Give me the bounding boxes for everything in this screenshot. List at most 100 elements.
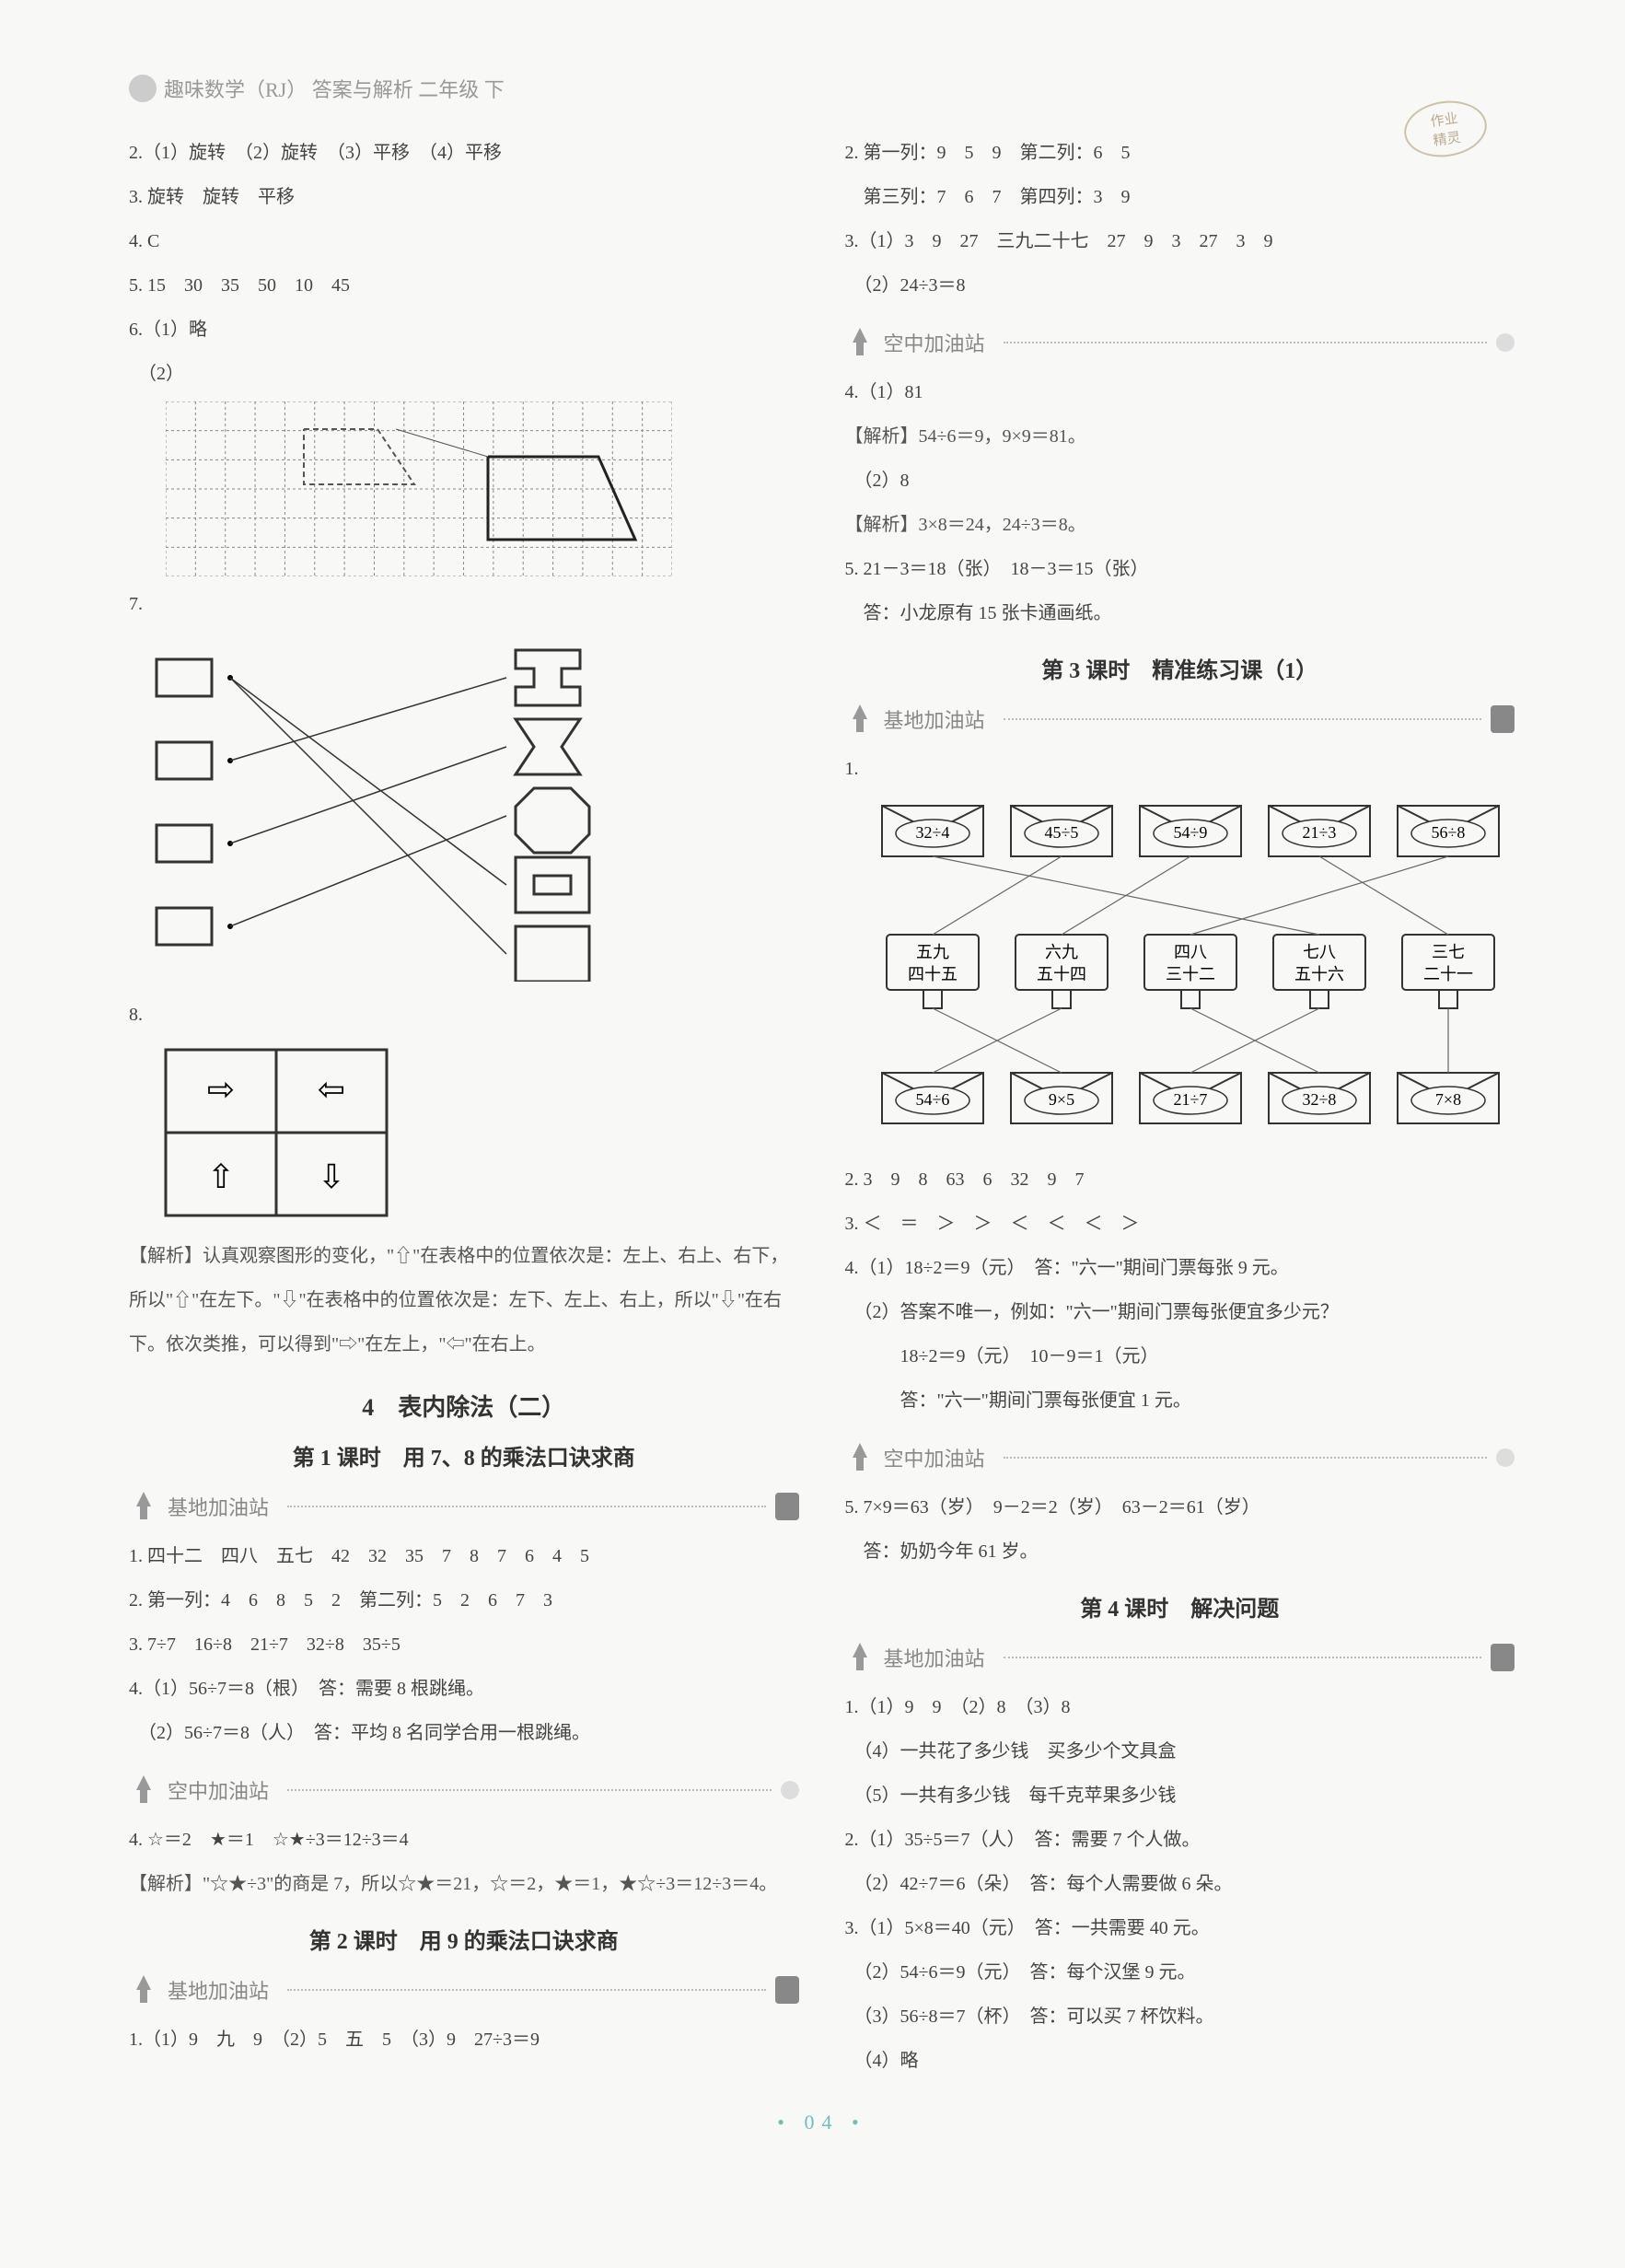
moon-icon	[781, 1781, 799, 1799]
svg-text:45÷5: 45÷5	[1044, 823, 1078, 842]
svg-text:9×5: 9×5	[1048, 1090, 1074, 1109]
lesson-3-title: 第 3 课时 精准练习课（1）	[845, 652, 1515, 684]
page-columns: 2.（1）旋转 （2）旋转 （3）平移 （4）平移 3. 旋转 旋转 平移 4.…	[129, 131, 1515, 2083]
station-label: 基地加油站	[168, 1975, 269, 2005]
ans-3: 3. 旋转 旋转 平移	[129, 175, 799, 219]
f3c: （3）56÷8＝7（杯） 答：可以买 7 杯饮料。	[845, 1995, 1515, 2039]
dotted-trail	[287, 1989, 765, 1991]
s1-l1: 1. 四十二 四八 五七 42 32 35 7 8 7 6 4 5	[129, 1534, 799, 1578]
svg-text:21÷7: 21÷7	[1173, 1090, 1207, 1109]
e4d: 答："六一"期间门票每张便宜 1 元。	[845, 1378, 1515, 1423]
pump-icon	[1491, 705, 1515, 733]
e5a: 5. 7×9＝63（岁） 9－2＝2（岁） 63－2＝61（岁）	[845, 1485, 1515, 1529]
s1-l4a: 4.（1）56÷7＝8（根） 答：需要 8 根跳绳。	[129, 1667, 799, 1711]
s2-l4: 4. ☆＝2 ★＝1 ☆★÷3＝12÷3＝4	[129, 1818, 799, 1862]
s2-analysis: 【解析】"☆★÷3"的商是 7，所以☆★＝21，☆＝2，★＝1，★☆÷3＝12÷…	[129, 1862, 799, 1906]
r4a: 4.（1）81	[845, 370, 1515, 414]
station-label: 空中加油站	[884, 328, 985, 357]
f3d: （4）略	[845, 2039, 1515, 2083]
dotted-trail	[287, 1506, 765, 1507]
f2a: 2.（1）35÷5＝7（人） 答：需要 7 个人做。	[845, 1818, 1515, 1862]
ans-6-2: （2）	[129, 352, 799, 396]
svg-text:七八: 七八	[1303, 943, 1336, 961]
station-label: 基地加油站	[168, 1492, 269, 1521]
q1-envelope-diagram: 32÷445÷554÷921÷356÷8五九四十五六九五十四四八三十二七八五十六…	[845, 797, 1517, 1146]
station-base-3: 基地加油站	[845, 703, 1515, 736]
pump-icon	[1491, 1644, 1515, 1671]
r5a: 5. 21－3＝18（张） 18－3＝15（张）	[845, 547, 1515, 591]
q8-analysis: 【解析】认真观察图形的变化，"⇧"在表格中的位置依次是：左上、右上、右下，所以"…	[129, 1234, 799, 1367]
page-number: • 04 •	[129, 2111, 1515, 2134]
svg-text:五十六: 五十六	[1294, 965, 1344, 983]
r3b: （2）24÷3＝8	[845, 263, 1515, 308]
station-air-1: 空中加油站	[129, 1774, 799, 1807]
section-title-4: 4 表内除法（二）	[129, 1389, 799, 1423]
e5b: 答：奶奶今年 61 岁。	[845, 1529, 1515, 1574]
ans-8: 8.	[129, 993, 799, 1037]
station-label: 基地加油站	[884, 1643, 985, 1672]
ans-6-1: 6.（1）略	[129, 308, 799, 352]
moon-icon	[1496, 333, 1515, 352]
rocket-icon	[129, 1774, 158, 1807]
q8-arrow-diagram: ⇨ ⇦ ⇧ ⇩	[157, 1041, 396, 1225]
dotted-trail	[1004, 1657, 1481, 1658]
svg-text:三七: 三七	[1432, 943, 1465, 961]
e2: 2. 3 9 8 63 6 32 9 7	[845, 1157, 1515, 1202]
r4-analysis1: 【解析】54÷6＝9，9×9＝81。	[845, 414, 1515, 459]
f1b: （4）一共花了多少钱 买多少个文具盒	[845, 1729, 1515, 1774]
svg-text:五九: 五九	[916, 943, 949, 961]
station-air-2: 空中加油站	[845, 326, 1515, 359]
station-base-2: 基地加油站	[129, 1973, 799, 2006]
rocket-icon	[845, 1641, 875, 1674]
station-air-3: 空中加油站	[845, 1441, 1515, 1474]
svg-text:⇩: ⇩	[318, 1158, 345, 1195]
e4a: 4.（1）18÷2＝9（元） 答："六一"期间门票每张 9 元。	[845, 1246, 1515, 1290]
f1c: （5）一共有多少钱 每千克苹果多少钱	[845, 1774, 1515, 1818]
svg-text:54÷6: 54÷6	[915, 1090, 949, 1109]
dotted-trail	[1004, 342, 1487, 343]
rocket-icon	[845, 703, 875, 736]
rocket-icon	[845, 1441, 875, 1474]
station-label: 基地加油站	[884, 704, 985, 734]
header-text: 趣味数学（RJ） 答案与解析 二年级 下	[164, 74, 505, 103]
r5b: 答：小龙原有 15 张卡通画纸。	[845, 591, 1515, 635]
station-label: 空中加油站	[168, 1775, 269, 1805]
ans-4: 4. C	[129, 219, 799, 263]
f1a: 1.（1）9 9 （2）8 （3）8	[845, 1685, 1515, 1729]
svg-text:五十四: 五十四	[1037, 965, 1086, 983]
s3-l1: 1.（1）9 九 9 （2）5 五 5 （3）9 27÷3＝9	[129, 2018, 799, 2062]
svg-text:21÷3: 21÷3	[1302, 823, 1336, 842]
s1-l2: 2. 第一列：4 6 8 5 2 第二列：5 2 6 7 3	[129, 1578, 799, 1622]
e4b: （2）答案不唯一，例如："六一"期间门票每张便宜多少元？	[845, 1290, 1515, 1334]
r4-analysis2: 【解析】3×8＝24，24÷3＝8。	[845, 503, 1515, 547]
station-base-4: 基地加油站	[845, 1641, 1515, 1674]
pump-icon	[775, 1976, 799, 2004]
svg-text:⇦: ⇦	[318, 1071, 345, 1108]
left-column: 2.（1）旋转 （2）旋转 （3）平移 （4）平移 3. 旋转 旋转 平移 4.…	[129, 131, 799, 2083]
q6-grid-diagram	[166, 401, 672, 576]
f3b: （2）54÷6＝9（元） 答：每个汉堡 9 元。	[845, 1950, 1515, 1995]
page-header: 趣味数学（RJ） 答案与解析 二年级 下	[129, 74, 1515, 103]
station-label: 空中加油站	[884, 1443, 985, 1472]
ans-5: 5. 15 30 35 50 10 45	[129, 263, 799, 308]
svg-text:32÷4: 32÷4	[915, 823, 949, 842]
svg-text:六九: 六九	[1045, 943, 1078, 961]
dotted-trail	[287, 1789, 771, 1791]
station-base-1: 基地加油站	[129, 1490, 799, 1523]
lesson-4-title: 第 4 课时 解决问题	[845, 1590, 1515, 1622]
q7-match-diagram	[129, 632, 644, 982]
svg-text:四十五: 四十五	[908, 965, 958, 983]
e3: 3. ＜ ＝ ＞ ＞ ＜ ＜ ＜ ＞	[845, 1202, 1515, 1246]
env-q1-label: 1.	[845, 747, 1515, 791]
svg-text:三十二: 三十二	[1166, 965, 1215, 983]
svg-text:54÷9: 54÷9	[1173, 823, 1207, 842]
r2b: 第三列：7 6 7 第四列：3 9	[845, 175, 1515, 219]
rocket-icon	[129, 1490, 158, 1523]
rocket-icon	[129, 1973, 158, 2006]
right-column: 2. 第一列：9 5 9 第二列：6 5 第三列：7 6 7 第四列：3 9 3…	[845, 131, 1515, 2083]
r4b: （2）8	[845, 459, 1515, 503]
ans-2: 2.（1）旋转 （2）旋转 （3）平移 （4）平移	[129, 131, 799, 175]
svg-text:⇧: ⇧	[207, 1158, 235, 1195]
r3a: 3.（1）3 9 27 三九二十七 27 9 3 27 3 9	[845, 219, 1515, 263]
ans-7: 7.	[129, 582, 799, 626]
